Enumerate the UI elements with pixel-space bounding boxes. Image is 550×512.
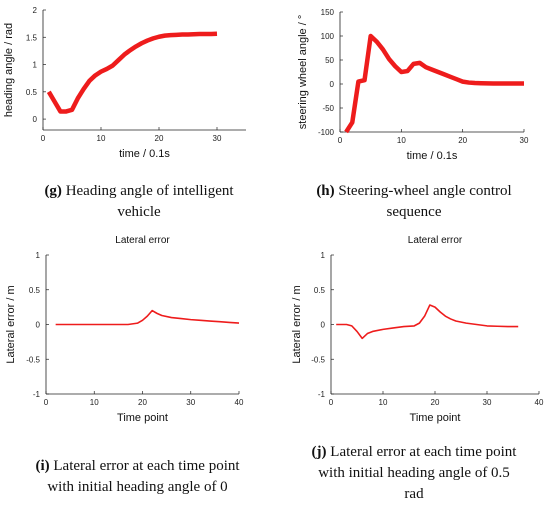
c3-y-tick-label: -1 bbox=[318, 390, 326, 399]
caption-i: (i) Lateral error at each time point wit… bbox=[0, 456, 275, 498]
c0-series-line bbox=[46, 31, 218, 114]
caption-h-line-1: Steering-wheel angle control bbox=[338, 183, 512, 199]
c0-x-tick-label: 30 bbox=[213, 134, 222, 143]
c3-y-tick-label: 0.5 bbox=[314, 286, 326, 295]
caption-j-letter: (j) bbox=[311, 444, 327, 460]
c0-x-tick-label: 0 bbox=[41, 134, 46, 143]
caption-g-line-2: vehicle bbox=[117, 204, 161, 220]
c2-x-axis-label: Time point bbox=[117, 412, 168, 424]
caption-j-line-2: with initial heading angle of 0.5 bbox=[318, 465, 510, 481]
c1-y-tick-label: 50 bbox=[325, 56, 334, 65]
caption-g-line-1: Heading angle of intelligent bbox=[65, 183, 234, 199]
c1-y-tick-label: 100 bbox=[321, 32, 335, 41]
c0-x-tick-label: 10 bbox=[97, 134, 106, 143]
c1-y-tick-label: -100 bbox=[318, 128, 335, 137]
c2-x-tick-label: 20 bbox=[138, 398, 147, 407]
c2-y-tick-label: -1 bbox=[33, 390, 41, 399]
c3-x-tick-label: 10 bbox=[379, 398, 388, 407]
c3-y-tick-label: 0 bbox=[321, 321, 326, 330]
chart-steering-wheel-angle: -100 -50 0 50 100 150 0 10 20 30 time / 0.1s steeri… bbox=[297, 8, 529, 162]
c1-x-tick-label: 0 bbox=[338, 136, 343, 145]
c0-y-axis-label: heading angle / rad bbox=[3, 23, 15, 117]
c1-x-axis-label: time / 0.1s bbox=[407, 150, 458, 162]
c2-y-axis-label: Lateral error / m bbox=[5, 285, 17, 363]
c0-y-tick-label: 0 bbox=[33, 115, 38, 124]
c3-y-tick-label: 1 bbox=[321, 251, 326, 260]
c2-x-tick-label: 40 bbox=[235, 398, 244, 407]
c0-x-axis-label: time / 0.1s bbox=[119, 148, 170, 160]
c3-series-line bbox=[336, 304, 519, 340]
c3-x-tick-label: 30 bbox=[483, 398, 492, 407]
caption-j-line-1: Lateral error at each time point bbox=[330, 444, 517, 460]
caption-h-line-2: sequence bbox=[386, 204, 442, 220]
caption-i-letter: (i) bbox=[35, 458, 50, 474]
caption-j: (j) Lateral error at each time point wit… bbox=[280, 442, 548, 505]
c3-x-tick-label: 40 bbox=[535, 398, 544, 407]
c2-y-tick-label: 1 bbox=[36, 251, 41, 260]
c3-y-tick-label: -0.5 bbox=[311, 355, 325, 364]
c0-y-tick-label: 1.5 bbox=[26, 33, 38, 42]
caption-g: (g) Heading angle of intelligent vehicle bbox=[8, 181, 270, 223]
c3-x-axis-label: Time point bbox=[410, 412, 461, 424]
caption-h-letter: (h) bbox=[316, 183, 335, 199]
c0-y-tick-label: 0.5 bbox=[26, 88, 38, 97]
c1-y-tick-label: -50 bbox=[322, 104, 334, 113]
c3-chart-title: Lateral error bbox=[408, 235, 463, 246]
c1-y-tick-label: 0 bbox=[330, 80, 335, 89]
caption-i-line-2: with initial heading angle of 0 bbox=[47, 479, 228, 495]
c2-chart-title: Lateral error bbox=[115, 235, 170, 246]
c3-x-tick-label: 0 bbox=[329, 398, 334, 407]
c2-x-tick-label: 30 bbox=[186, 398, 195, 407]
caption-h: (h) Steering-wheel angle control sequenc… bbox=[280, 181, 548, 223]
c1-y-tick-label: 150 bbox=[321, 8, 335, 17]
c0-x-tick-label: 20 bbox=[155, 134, 164, 143]
caption-j-line-3: rad bbox=[404, 486, 424, 502]
c2-x-tick-label: 0 bbox=[44, 398, 49, 407]
c3-y-axis-label: Lateral error / m bbox=[291, 285, 303, 363]
caption-i-line-1: Lateral error at each time point bbox=[53, 458, 240, 474]
c2-y-tick-label: 0 bbox=[36, 321, 41, 330]
c2-y-tick-label: 0.5 bbox=[29, 286, 41, 295]
c2-series-line bbox=[55, 309, 240, 326]
c1-x-tick-label: 30 bbox=[520, 136, 529, 145]
c0-y-tick-label: 1 bbox=[33, 61, 38, 70]
c1-series-line bbox=[344, 33, 524, 134]
c1-y-axis-label: steering wheel angle / ° bbox=[297, 15, 309, 129]
caption-g-letter: (g) bbox=[44, 183, 62, 199]
c1-x-tick-label: 20 bbox=[458, 136, 467, 145]
c0-y-tick-label: 2 bbox=[33, 6, 38, 15]
c3-x-tick-label: 20 bbox=[431, 398, 440, 407]
c2-x-tick-label: 10 bbox=[90, 398, 99, 407]
c1-x-tick-label: 10 bbox=[397, 136, 406, 145]
c2-y-tick-label: -0.5 bbox=[26, 355, 40, 364]
